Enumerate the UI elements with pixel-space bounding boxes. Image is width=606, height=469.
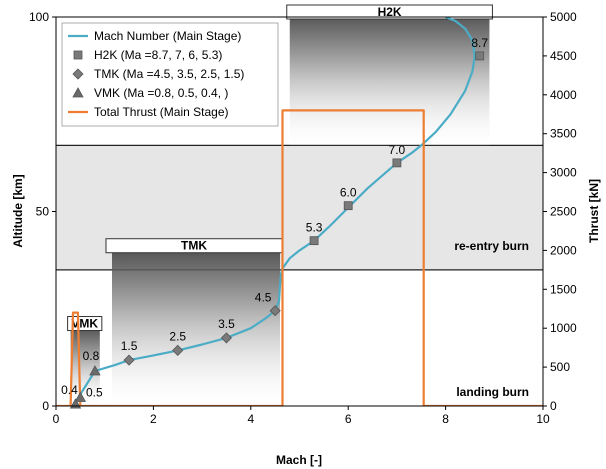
- y2-tick-label: 1000: [550, 321, 577, 335]
- y2-tick-label: 500: [550, 360, 570, 374]
- diamond-data-label: 2.5: [169, 329, 186, 343]
- vmk-marker: [89, 365, 101, 376]
- reentry-burn-label: re-entry burn: [454, 239, 529, 253]
- y2-tick-label: 0: [550, 399, 557, 413]
- legend-entry-label: VMK (Ma =0.8, 0.5, 0.4, ): [94, 86, 228, 100]
- y2-tick-label: 4500: [550, 49, 577, 63]
- x-axis-title: Mach [-]: [276, 453, 322, 467]
- tmk-marker: [172, 344, 184, 356]
- y2-tick-label: 2500: [550, 205, 577, 219]
- x-tick-label: 6: [345, 412, 352, 426]
- axes: 0 2 4 6 8 10050100050010001500200025003000350…: [29, 10, 577, 426]
- square-data-label: 5.3: [306, 221, 323, 235]
- tmk-region: [112, 252, 281, 406]
- h2k-header: [286, 4, 493, 20]
- h2k-marker: [309, 236, 319, 246]
- vmk-header: [67, 316, 103, 332]
- x-tick-label: 0: [53, 412, 60, 426]
- legend-entry-label: TMK (Ma =4.5, 3.5, 2.5, 1.5): [94, 67, 244, 81]
- series-lines: [56, 17, 543, 406]
- y2-axis-title: Thrust [kN]: [587, 179, 601, 243]
- square-data-label: 7.0: [389, 143, 406, 157]
- h2k-region: [289, 19, 490, 146]
- legend-entry-label: Mach Number (Main Stage): [94, 29, 241, 43]
- h2k-marker: [392, 158, 402, 168]
- x-tick-label: 2: [150, 412, 157, 426]
- legend: Mach Number (Main Stage) H2K (Ma =8.7, 7,…: [61, 22, 279, 127]
- landing-burn-label: landing burn: [456, 385, 529, 399]
- triangle-data-label: 0.5: [86, 385, 103, 399]
- y-axis-title: Altitude [km]: [11, 174, 25, 247]
- tmk-marker: [123, 354, 135, 366]
- legend-diamond-key: [72, 68, 84, 80]
- x-tick-label: 8: [442, 412, 449, 426]
- legend-triangle-key: [72, 87, 84, 98]
- y2-tick-label: 2000: [550, 243, 577, 257]
- legend-entry-label: H2K (Ma =8.7, 7, 6, 5.3): [94, 48, 222, 62]
- diamond-data-label: 3.5: [218, 317, 235, 331]
- h2k-marker: [475, 51, 485, 61]
- h2k-region-label: H2K: [378, 5, 402, 19]
- tmk-region-label: TMK: [181, 239, 207, 253]
- y-tick-label: 50: [36, 205, 50, 219]
- y2-tick-label: 1500: [550, 282, 577, 296]
- y2-tick-label: 4000: [550, 88, 577, 102]
- vmk-region-label: VMK: [71, 317, 98, 331]
- diamond-data-label: 1.5: [121, 339, 138, 353]
- y-tick-label: 100: [29, 10, 49, 24]
- tmk-marker: [220, 332, 233, 344]
- h2k-marker: [343, 201, 353, 211]
- square-data-label: 6.0: [340, 186, 357, 200]
- square-data-label: 8.7: [471, 36, 488, 50]
- x-tick-label: 10: [536, 412, 550, 426]
- y2-tick-label: 5000: [550, 10, 577, 24]
- x-tick-label: 4: [247, 412, 254, 426]
- triangle-data-label: 0.4: [61, 383, 78, 397]
- tmk-marker: [269, 305, 281, 317]
- mach-number-line: [72, 17, 476, 406]
- vmk-marker: [74, 391, 87, 402]
- y2-tick-label: 3500: [550, 127, 577, 141]
- legend-square-key: [73, 50, 83, 60]
- legend-box: [61, 22, 279, 127]
- legend-entry-label: Total Thrust (Main Stage): [94, 105, 229, 119]
- y2-tick-label: 3000: [550, 166, 577, 180]
- triangle-data-label: 0.8: [83, 349, 100, 363]
- y-tick-label: 0: [42, 399, 49, 413]
- thrust-line: [56, 109, 543, 406]
- diamond-data-label: 4.5: [255, 291, 272, 305]
